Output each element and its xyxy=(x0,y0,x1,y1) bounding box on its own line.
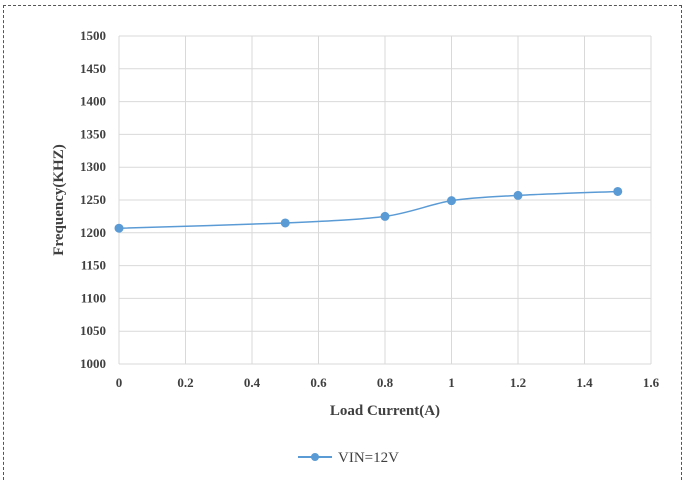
y-tick-label: 1050 xyxy=(80,323,106,338)
y-tick-label: 1150 xyxy=(81,258,106,273)
y-tick-label: 1500 xyxy=(80,28,106,43)
y-axis-title: Frequency(KHZ) xyxy=(51,144,67,255)
y-tick-label: 1400 xyxy=(80,94,106,109)
y-tick-label: 1350 xyxy=(80,126,106,141)
x-tick-label: 1.4 xyxy=(576,375,593,390)
x-tick-label: 1.2 xyxy=(510,375,526,390)
x-tick-label: 0.2 xyxy=(177,375,193,390)
data-point xyxy=(613,186,623,196)
x-tick-label: 0 xyxy=(116,375,123,390)
data-point xyxy=(380,211,390,221)
x-tick-label: 0.4 xyxy=(244,375,261,390)
y-tick-labels: 1500 1450 1400 1350 1300 1250 1200 1150 1100 1050… xyxy=(80,28,106,371)
y-tick-label: 1200 xyxy=(80,225,106,240)
x-tick-labels: 0 0.2 0.4 0.6 0.8 1 1.2 1.4 1.6 xyxy=(116,375,660,390)
x-tick-label: 1 xyxy=(448,375,455,390)
chart-frame xyxy=(3,5,682,480)
legend: VIN=12V xyxy=(298,450,399,466)
x-tick-label: 0.8 xyxy=(377,375,394,390)
x-tick-label: 1.6 xyxy=(643,375,660,390)
data-point xyxy=(114,223,124,233)
legend-label: VIN=12V xyxy=(338,450,399,466)
series-line xyxy=(118,190,618,229)
series-layer xyxy=(114,186,623,233)
legend-marker xyxy=(311,453,319,461)
data-point xyxy=(447,196,456,206)
x-axis-title: Load Current(A) xyxy=(330,403,440,419)
y-tick-label: 1300 xyxy=(80,159,106,174)
data-point xyxy=(513,190,523,200)
x-tick-label: 0.6 xyxy=(310,375,327,390)
y-tick-label: 1000 xyxy=(80,356,106,371)
data-point xyxy=(280,218,290,228)
grid-lines xyxy=(118,35,652,365)
y-tick-label: 1100 xyxy=(81,290,106,305)
y-tick-label: 1450 xyxy=(80,61,106,76)
y-tick-label: 1250 xyxy=(80,192,106,207)
